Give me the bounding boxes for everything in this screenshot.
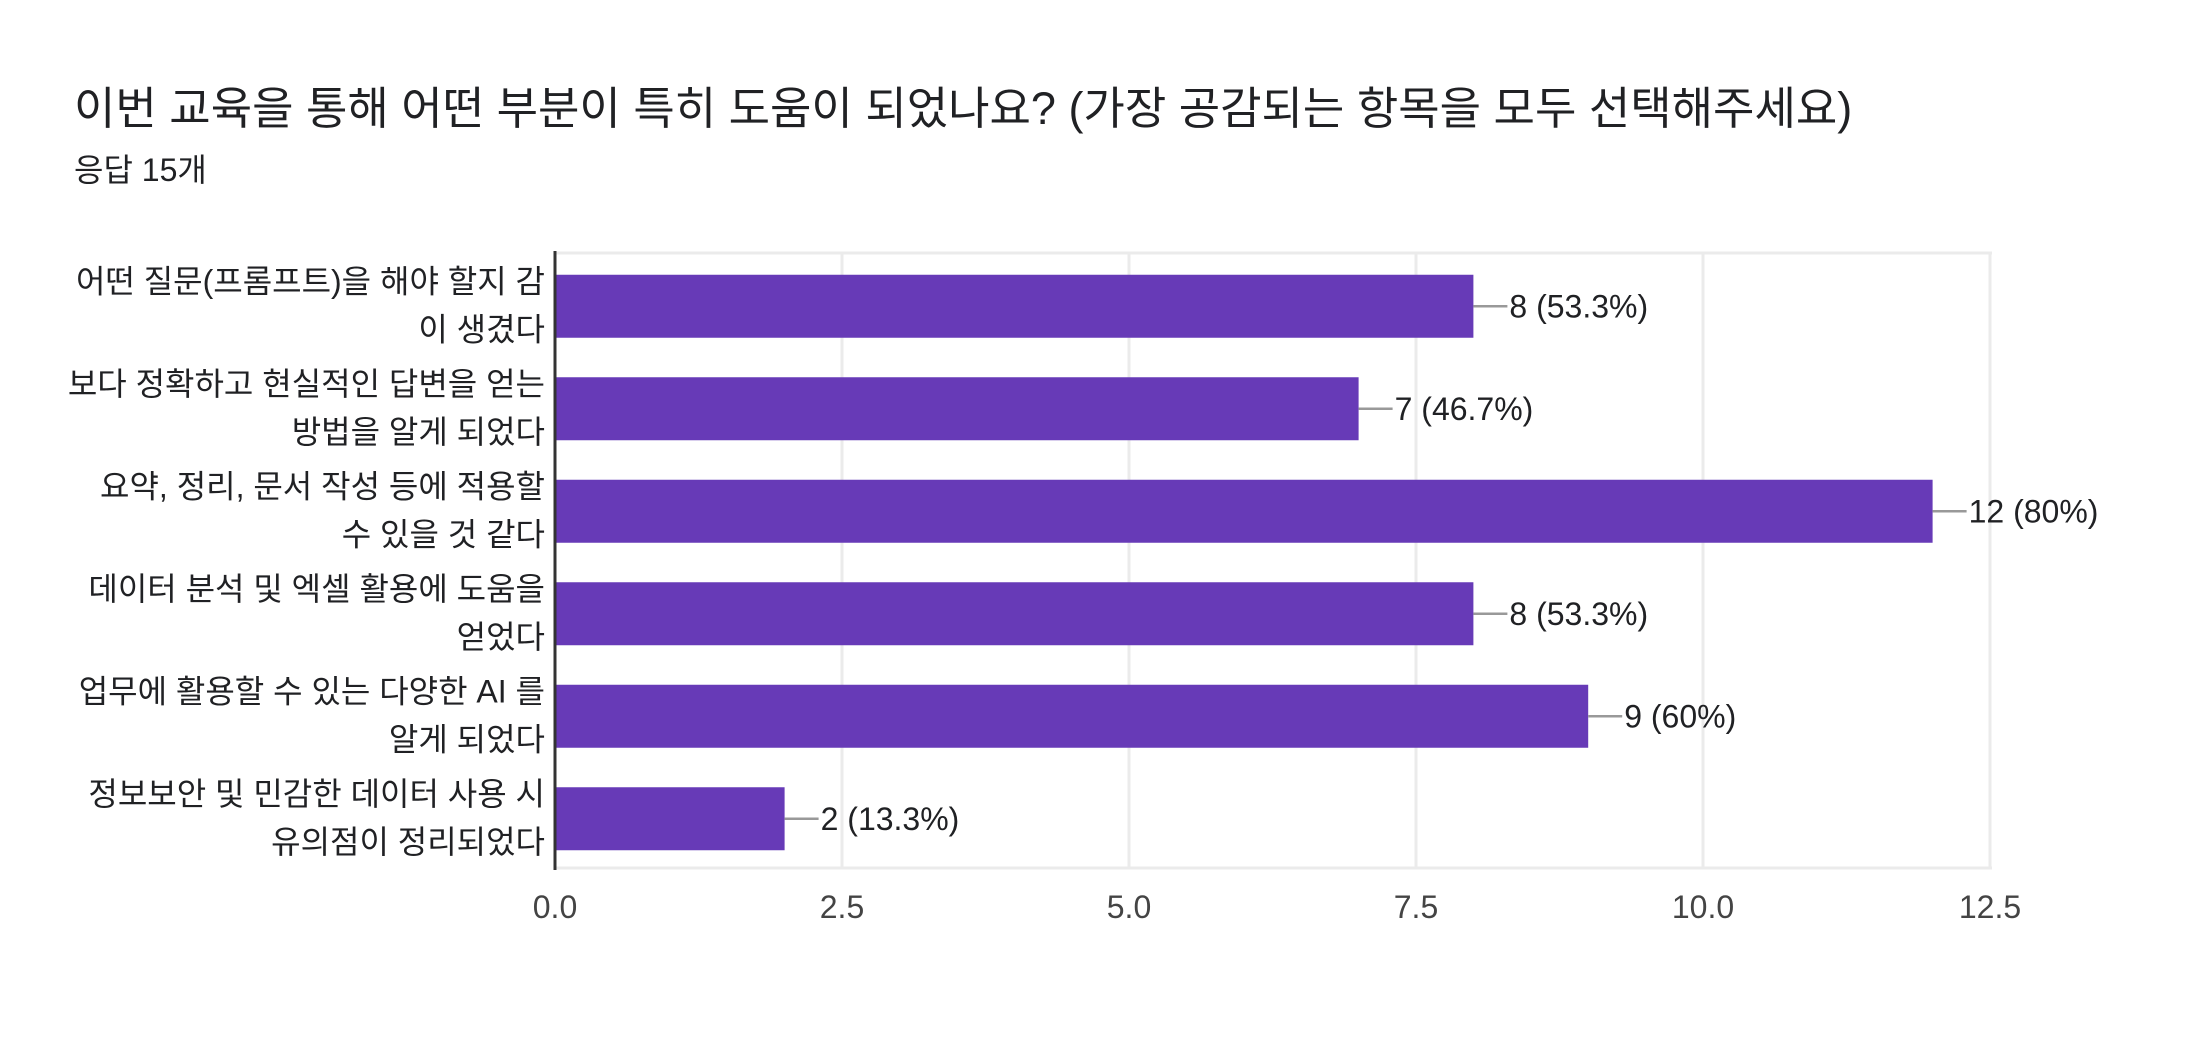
category-label: 알게 되었다 [389,721,545,757]
data-label: 9 (60%) [1624,698,1736,734]
x-tick-label: 5.0 [1107,889,1151,925]
bar [555,479,1933,543]
bar [555,274,1474,338]
data-label: 8 (53.3%) [1509,288,1648,324]
x-tick-label: 2.5 [820,889,864,925]
category-label: 이 생겼다 [418,311,545,347]
data-label: 8 (53.3%) [1509,596,1648,632]
category-label: 얻었다 [457,619,545,655]
data-label: 7 (46.7%) [1395,391,1534,427]
bar [555,377,1359,441]
x-axis-ticks: 0.0 2.5 5.0 7.5 10.0 12.5 [533,889,2021,925]
x-tick-label: 12.5 [1959,889,2021,925]
category-label: 업무에 활용할 수 있는 다양한 AI 를 [79,673,545,709]
x-tick-label: 0.0 [533,889,577,925]
bar [555,582,1474,646]
question-title: 이번 교육을 통해 어떤 부분이 특히 도움이 되었나요? (가장 공감되는 항… [74,83,1853,134]
category-label: 수 있을 것 같다 [342,516,545,552]
bar [555,787,785,851]
bar [555,684,1589,748]
bars: 8 (53.3%) 7 (46.7%) 12 (80%) 8 (53.3%) 9 (60… [555,274,2099,851]
category-label: 방법을 알게 되었다 [292,414,545,450]
category-label: 어떤 질문(프롬프트)을 해야 할지 감 [76,263,545,299]
x-tick-label: 10.0 [1672,889,1734,925]
x-tick-label: 7.5 [1394,889,1438,925]
category-label: 유의점이 정리되었다 [271,824,545,860]
response-count: 응답 15개 [74,152,207,188]
category-label: 정보보안 및 민감한 데이터 사용 시 [88,776,545,812]
category-label: 데이터 분석 및 엑셀 활용에 도움을 [88,571,545,607]
data-label: 12 (80%) [1969,493,2099,529]
category-label: 요약, 정리, 문서 작성 등에 적용할 [100,468,545,504]
gridlines [555,251,1992,870]
data-label: 2 (13.3%) [821,801,960,837]
category-label: 보다 정확하고 현실적인 답변을 얻는 [68,366,545,402]
